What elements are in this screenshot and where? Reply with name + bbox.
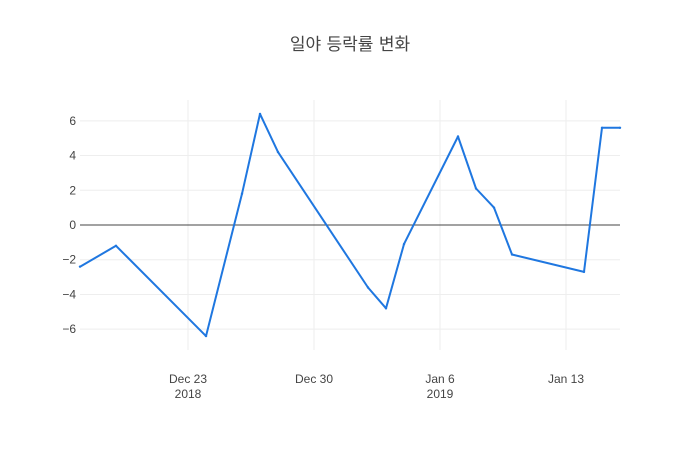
series-line [79, 112, 620, 338]
y-tick-label: −4 [62, 287, 76, 301]
y-tick-label: 2 [69, 183, 76, 197]
data-point [510, 253, 514, 256]
data-point [474, 187, 478, 190]
data-point [258, 112, 262, 116]
data-point [402, 242, 406, 246]
grid-layer [80, 100, 620, 350]
x-tick-label: Jan 13 [548, 372, 584, 386]
y-tick-label: 6 [69, 114, 76, 128]
data-point [276, 150, 280, 154]
data-point [366, 286, 370, 289]
y-tick-label: 0 [69, 218, 76, 232]
data-point [582, 270, 586, 274]
data-point [114, 244, 118, 248]
data-point [384, 307, 388, 310]
y-tick-label: 4 [69, 149, 76, 163]
series-layer [78, 112, 622, 338]
data-point [204, 334, 208, 338]
x-tick-label: Jan 6 [425, 372, 455, 386]
chart-title: 일야 등락률 변화 [290, 35, 411, 55]
data-point [456, 135, 460, 138]
data-point [492, 206, 496, 209]
x-tick-year-label: 2018 [175, 387, 202, 401]
y-tick-label: −6 [62, 322, 76, 336]
data-point [78, 265, 82, 268]
x-tick-label: Dec 30 [295, 372, 333, 386]
data-point [600, 126, 604, 129]
x-tick-year-label: 2019 [427, 387, 454, 401]
x-tick-label: Dec 23 [169, 372, 207, 386]
data-point [240, 192, 244, 195]
y-tick-label: −2 [62, 253, 76, 267]
data-point [618, 126, 622, 129]
